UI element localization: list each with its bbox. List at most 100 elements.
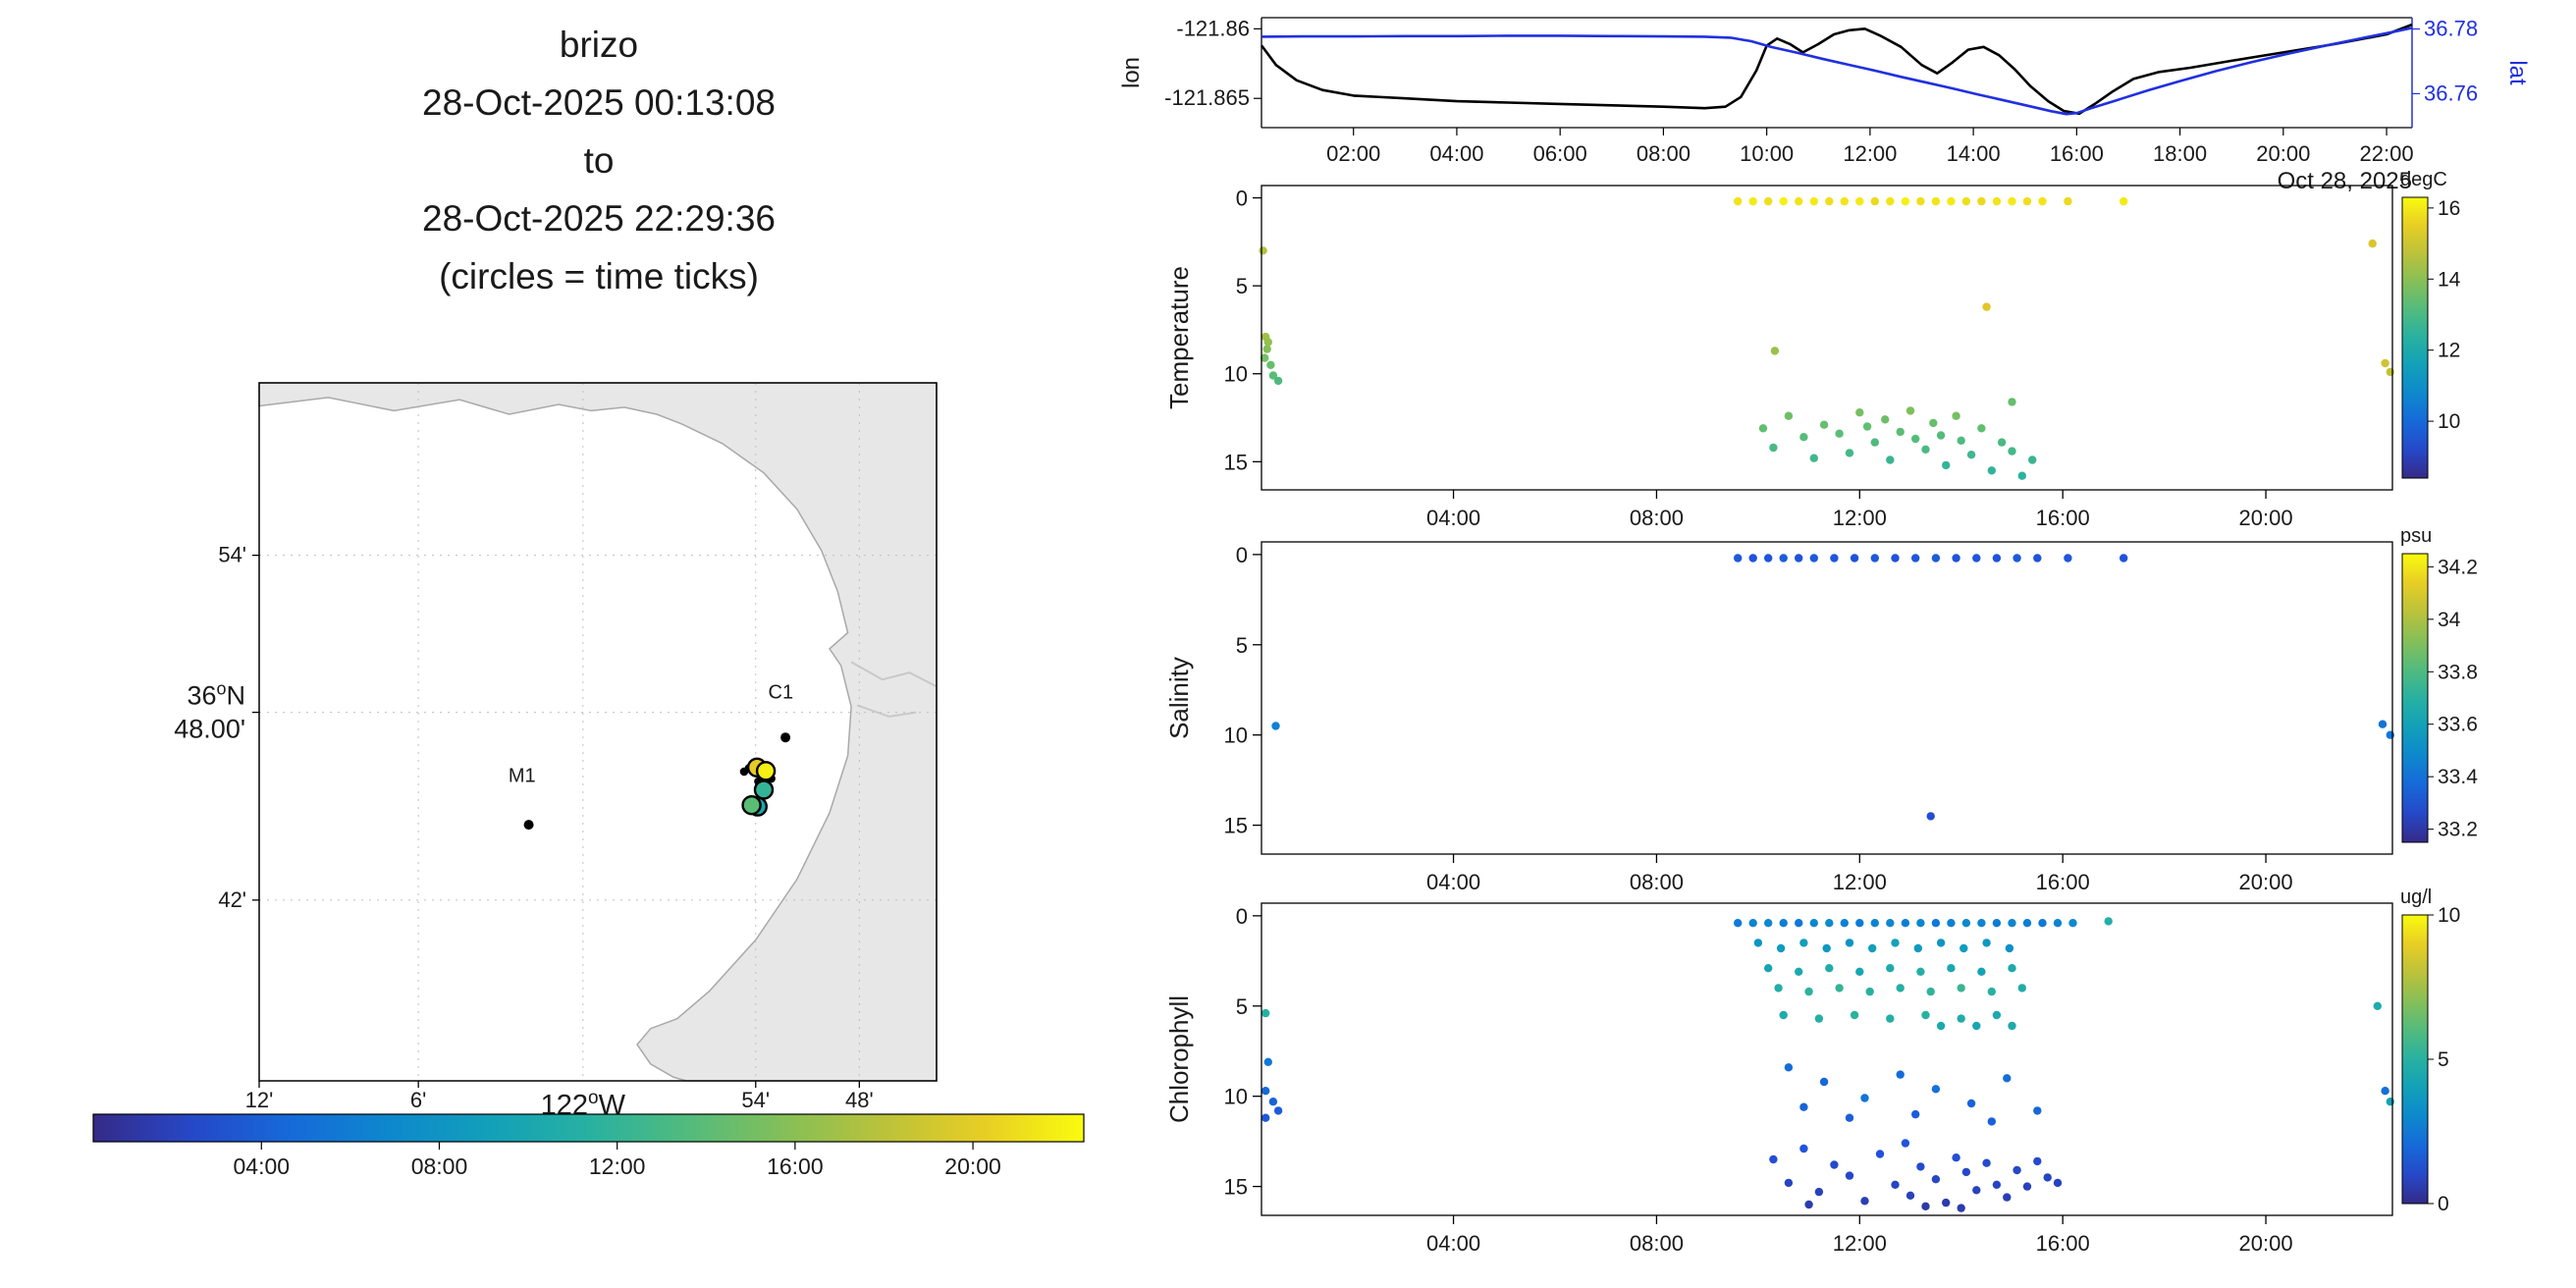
temperature-point xyxy=(1870,196,1879,206)
lat-tick-label: 36.76 xyxy=(2424,80,2478,105)
chlorophyll-point xyxy=(1273,1106,1283,1115)
y-tick-label: 5 xyxy=(1236,274,1248,298)
station-label-M1: M1 xyxy=(509,766,536,787)
chlorophyll-point xyxy=(2068,919,2077,928)
chlorophyll-point xyxy=(1992,919,2002,928)
temperature-point xyxy=(1840,196,1849,206)
x-tick-label: 12:00 xyxy=(1833,1231,1887,1256)
salinity-point xyxy=(1972,554,1981,563)
x-tick-label: 16:00 xyxy=(2036,870,2090,894)
chlorophyll-point xyxy=(1942,1198,1951,1208)
salinity-colorbar-unit: psu xyxy=(2400,525,2432,547)
chlorophyll-point xyxy=(1868,943,1877,953)
chlorophyll-point xyxy=(1959,943,1968,953)
salinity-plot-box xyxy=(1261,541,2393,855)
temperature-point xyxy=(1977,196,1986,206)
chlorophyll-point xyxy=(1830,1160,1839,1169)
temperature-point xyxy=(1862,422,1872,431)
chlorophyll-point xyxy=(1822,943,1831,953)
temperature-point xyxy=(1931,196,1941,206)
chlorophyll-point xyxy=(1850,1010,1859,1020)
temperature-colorbar-unit: degC xyxy=(2400,169,2447,190)
time-tick-circle xyxy=(755,761,777,781)
x-tick-label: 20:00 xyxy=(2239,1231,2293,1256)
temperature-point xyxy=(1734,196,1743,206)
chlorophyll-point xyxy=(2008,919,2016,928)
chlorophyll-point xyxy=(2033,1156,2042,1166)
chlorophyll-point xyxy=(1926,987,1935,996)
temperature-point xyxy=(1942,460,1951,470)
y-tick-label: 15 xyxy=(1224,814,1248,838)
chlorophyll-point xyxy=(1972,1186,1981,1195)
chlorophyll-panel: 04:00 08:00 12:00 16:00 20:00 0 5 10 15 Chlorophy… xyxy=(1164,886,2460,1256)
x-tick-label: 12:00 xyxy=(1833,506,1887,530)
salinity-point xyxy=(1931,554,1941,563)
chlorophyll-point xyxy=(2053,1178,2063,1188)
salinity-point xyxy=(2386,730,2394,739)
chlorophyll-point xyxy=(1814,1187,1824,1197)
chlorophyll-point xyxy=(2008,1021,2016,1031)
temperature-point xyxy=(1901,196,1910,206)
temperature-panel: 04:00 08:00 12:00 16:00 20:00 0 5 10 15 Temperatu… xyxy=(1164,169,2461,530)
temperature-point xyxy=(1748,196,1757,206)
chlorophyll-points xyxy=(1261,917,2394,1212)
y-tick-label: 10 xyxy=(1224,1085,1248,1109)
x-tick-label: 02:00 xyxy=(1326,141,1380,166)
salinity-point xyxy=(1850,554,1859,563)
chlorophyll-point xyxy=(1931,1175,1941,1184)
map-y-tick-label: 54' xyxy=(218,543,246,567)
temperature-point xyxy=(1936,431,1946,440)
chlorophyll-point xyxy=(1814,1014,1824,1023)
y-tick-label: 0 xyxy=(1236,543,1248,567)
y-tick-label: 5 xyxy=(1236,994,1248,1019)
station-label-C1: C1 xyxy=(769,681,794,703)
chlorophyll-point xyxy=(1845,939,1854,947)
salinity-point xyxy=(2120,554,2128,563)
chlorophyll-point xyxy=(1776,943,1786,953)
chlorophyll-point xyxy=(1855,919,1864,928)
chlorophyll-point xyxy=(1913,943,1922,953)
time-tick-circle xyxy=(753,779,775,800)
temperature-point xyxy=(1259,246,1267,255)
chlorophyll-point xyxy=(1261,1008,1270,1018)
colorbar-tick-label: 34 xyxy=(2438,609,2461,631)
x-tick-label: 04:00 xyxy=(1426,870,1480,894)
temperature-point xyxy=(2386,367,2394,377)
temperature-point xyxy=(2381,358,2389,368)
salinity-point xyxy=(1795,554,1803,563)
chlorophyll-point xyxy=(1921,1010,1930,1020)
x-tick-label: 14:00 xyxy=(1947,141,2001,166)
colorbar-tick-label: 33.4 xyxy=(2438,766,2478,788)
chlorophyll-point xyxy=(2104,917,2113,926)
temperature-point xyxy=(1929,418,1938,428)
map-x-tick-label: 6' xyxy=(410,1088,426,1112)
chlorophyll-point xyxy=(1779,1010,1788,1020)
x-tick-label: 20:00 xyxy=(2256,141,2310,166)
temperature-point xyxy=(1799,433,1808,442)
temperature-point xyxy=(1770,347,1780,355)
salinity-point xyxy=(1992,554,2002,563)
temperature-point xyxy=(2064,196,2072,206)
chlorophyll-point xyxy=(1261,1087,1270,1096)
chlorophyll-point xyxy=(1268,1098,1278,1106)
chlorophyll-point xyxy=(1261,1113,1270,1122)
lon-tick-label: -121.865 xyxy=(1164,85,1250,110)
temperature-point xyxy=(1855,408,1864,417)
temperature-point xyxy=(2038,196,2047,206)
temperature-point xyxy=(1977,424,1986,433)
colorbar-tick-label: 16 xyxy=(2438,197,2460,220)
temperature-point xyxy=(1758,424,1768,433)
temperature-point xyxy=(1961,196,1971,206)
temperature-point xyxy=(1966,451,1976,459)
chlorophyll-point xyxy=(2038,919,2047,928)
chlorophyll-point xyxy=(2386,1098,2394,1106)
time-colorbar-tick-label: 12:00 xyxy=(589,1154,646,1179)
temperature-point xyxy=(1266,360,1275,369)
colorbar-tick-label: 0 xyxy=(2438,1193,2449,1215)
chlorophyll-point xyxy=(1891,939,1900,947)
chlorophyll-point xyxy=(1957,1014,1965,1023)
temperature-point xyxy=(1809,454,1818,462)
salinity-points xyxy=(1271,554,2394,821)
